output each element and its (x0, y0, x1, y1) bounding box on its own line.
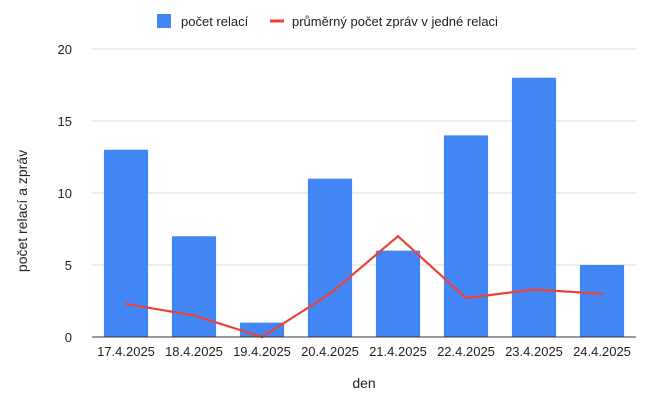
bar (103, 149, 149, 337)
y-tick-label: 5 (65, 258, 72, 273)
bar (239, 322, 285, 337)
bar (511, 77, 557, 338)
x-axis-ticks: 17.4.2025 18.4.2025 19.4.2025 20.4.2025 21.4… (97, 344, 631, 359)
line-point (532, 288, 536, 291)
line-series (124, 235, 604, 339)
legend: počet relací průměrný počet zpráv v jedn… (157, 14, 498, 29)
x-tick-label: 22.4.2025 (437, 344, 495, 359)
line-point (328, 292, 332, 295)
y-axis-title: počet relací a zpráv (14, 150, 30, 272)
x-tick-label: 24.4.2025 (573, 344, 631, 359)
y-axis-ticks: 0 5 10 15 20 (58, 42, 72, 345)
x-tick-label: 19.4.2025 (233, 344, 291, 359)
legend-label-bars: počet relací (181, 14, 249, 29)
bar (171, 236, 217, 337)
bar (579, 265, 625, 337)
line-point (600, 292, 604, 295)
x-tick-label: 21.4.2025 (369, 344, 427, 359)
legend-swatch-bars (157, 14, 171, 28)
bar-series (103, 77, 625, 338)
line-point (464, 296, 468, 300)
bar (375, 250, 421, 337)
line-point (396, 235, 400, 238)
x-axis-title: den (352, 375, 375, 391)
y-tick-label: 0 (65, 330, 72, 345)
y-tick-label: 15 (58, 114, 72, 129)
line-point (192, 314, 196, 317)
bar (307, 178, 353, 337)
x-tick-label: 18.4.2025 (165, 344, 223, 359)
y-tick-label: 20 (58, 42, 72, 57)
legend-label-line: průměrný počet zpráv v jedné relaci (292, 14, 498, 29)
x-tick-label: 17.4.2025 (97, 344, 155, 359)
bar (443, 135, 489, 337)
y-tick-label: 10 (58, 186, 72, 201)
x-tick-label: 23.4.2025 (505, 344, 563, 359)
line-path (125, 235, 603, 339)
line-point (124, 302, 128, 306)
x-tick-label: 20.4.2025 (301, 344, 359, 359)
